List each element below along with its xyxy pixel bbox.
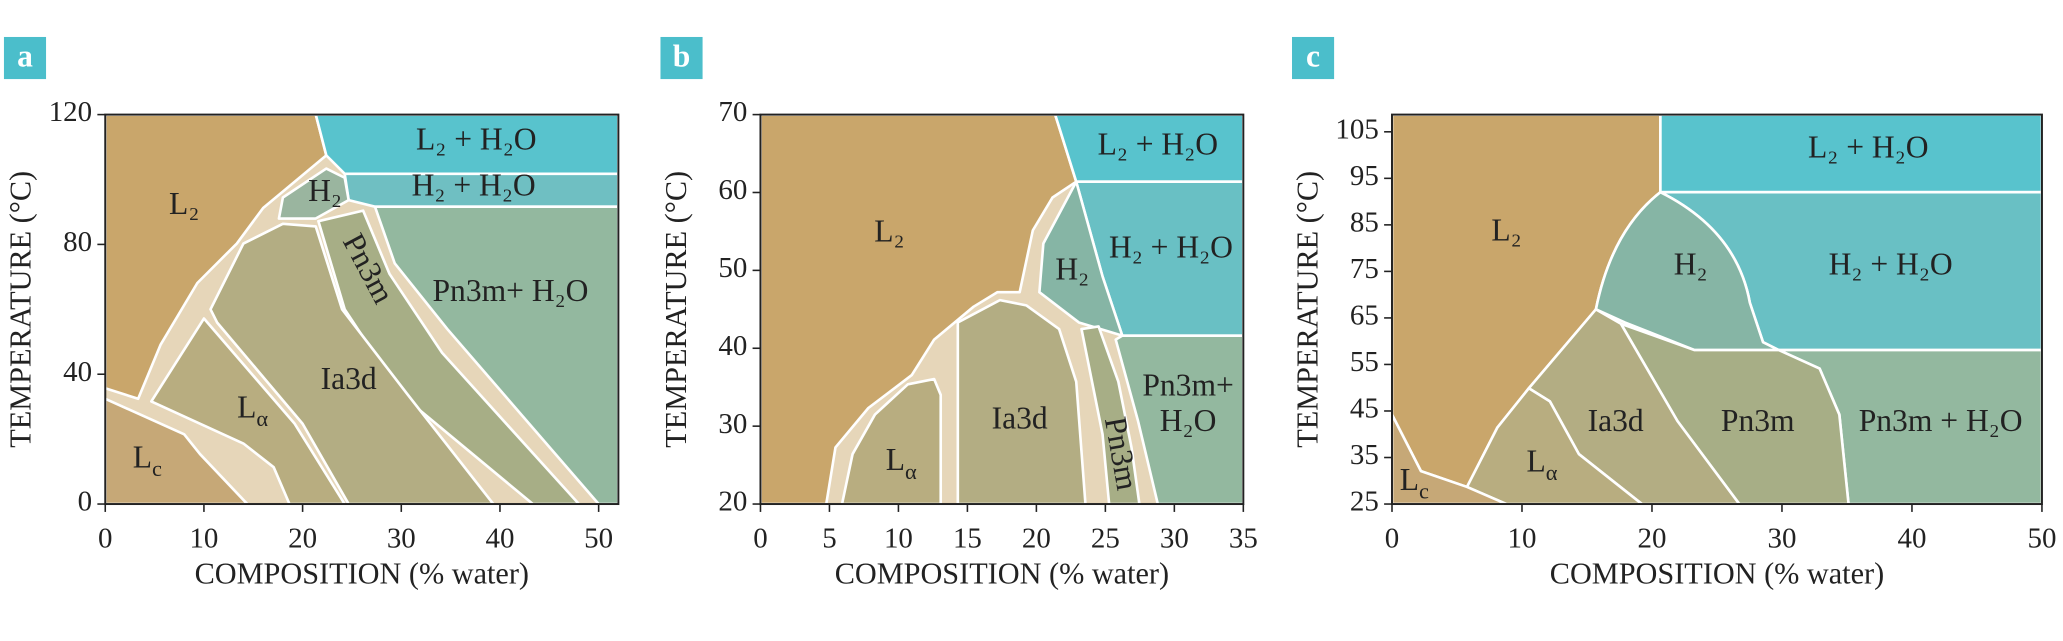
y-tick-label: 45 xyxy=(1350,393,1379,425)
y-axis-label: TEMPERATURE (°C) xyxy=(4,171,38,448)
y-tick-label: 35 xyxy=(1350,439,1379,471)
region-label-sub: α xyxy=(256,406,268,431)
x-tick-label: 25 xyxy=(1091,523,1120,555)
region-label-sub: α xyxy=(905,459,917,484)
x-tick-label: 15 xyxy=(953,523,982,555)
panel-c-regions xyxy=(1390,113,2044,506)
y-tick-label: 40 xyxy=(63,356,92,388)
panel-tag: b xyxy=(673,39,691,74)
x-tick-label: 30 xyxy=(1160,523,1189,555)
region-label: Lc xyxy=(1400,462,1429,503)
region-label-sub: c xyxy=(152,456,162,481)
region-label: H₂ xyxy=(308,173,342,208)
region-label: L₂ + H₂O xyxy=(1098,127,1218,162)
y-tick-label: 0 xyxy=(78,486,92,518)
region-label-main: L xyxy=(1400,462,1419,497)
region-ia3d xyxy=(956,298,1087,506)
region-label: H₂ xyxy=(1055,252,1089,287)
y-tick-label: 75 xyxy=(1350,253,1379,285)
region-label-sub: α xyxy=(1546,460,1558,485)
region-l2 xyxy=(759,113,1078,506)
x-tick-label: 35 xyxy=(1229,523,1258,555)
region-label: H₂ + H₂O xyxy=(1829,246,1953,281)
x-tick-label: 30 xyxy=(1768,523,1797,555)
y-tick-label: 55 xyxy=(1350,346,1379,378)
panel-a-regions xyxy=(103,113,620,506)
region-label: L₂ xyxy=(1491,212,1521,247)
x-axis-label: COMPOSITION (% water) xyxy=(835,556,1169,590)
x-tick-label: 0 xyxy=(753,523,767,555)
region-label: L₂ + H₂O xyxy=(416,121,536,156)
y-tick-label: 105 xyxy=(1335,113,1378,145)
x-tick-label: 5 xyxy=(822,523,836,555)
x-tick-label: 20 xyxy=(1022,523,1051,555)
region-la xyxy=(840,377,943,506)
region-label: H₂ + H₂O xyxy=(412,168,536,203)
x-tick-label: 10 xyxy=(189,523,218,555)
panel-tag: a xyxy=(17,39,33,74)
x-tick-label: 30 xyxy=(387,523,416,555)
y-tick-label: 20 xyxy=(718,486,747,518)
region-label: H₂ xyxy=(1674,246,1708,281)
region-label: L₂ xyxy=(169,186,199,221)
region-label: Ia3d xyxy=(1588,403,1644,438)
y-tick-label: 50 xyxy=(718,252,747,284)
y-tick-label: 120 xyxy=(49,96,92,128)
region-label: Lα xyxy=(886,443,917,484)
region-label: Pn3m + H₂O xyxy=(1859,403,2023,438)
x-tick-label: 40 xyxy=(1897,523,1926,555)
panel-b-regions xyxy=(759,113,1245,506)
y-tick-label: 25 xyxy=(1350,486,1379,518)
x-tick-label: 0 xyxy=(98,523,112,555)
region-h2 xyxy=(277,167,350,220)
y-tick-label: 30 xyxy=(718,408,747,440)
x-tick-label: 20 xyxy=(288,523,317,555)
region-label: Lα xyxy=(1526,444,1557,485)
region-label: Lα xyxy=(237,390,268,431)
y-tick-label: 60 xyxy=(718,174,747,206)
x-tick-label: 50 xyxy=(2027,523,2056,555)
region-label: Pn3m xyxy=(1721,403,1795,438)
plot-frame xyxy=(759,113,1245,506)
panel-tag: c xyxy=(1306,39,1320,74)
region-label: H₂O xyxy=(1160,403,1217,438)
y-tick-label: 95 xyxy=(1350,160,1379,192)
region-label-main: L xyxy=(1526,444,1545,479)
panel-tag-box xyxy=(3,36,47,80)
plot-frame xyxy=(104,113,620,506)
x-tick-label: 10 xyxy=(884,523,913,555)
region-label-sub: c xyxy=(1419,479,1429,504)
y-tick-label: 40 xyxy=(718,330,747,362)
region-label-main: L xyxy=(886,443,905,478)
y-tick-label: 80 xyxy=(63,226,92,258)
region-label: Pn3m+ H₂O xyxy=(433,273,589,308)
x-axis-label: COMPOSITION (% water) xyxy=(195,556,529,590)
panel-tag-box xyxy=(1292,36,1335,80)
region-label: Ia3d xyxy=(321,361,377,396)
y-tick-label: 70 xyxy=(718,96,747,128)
plot-frame xyxy=(1391,113,2043,506)
x-axis-label: COMPOSITION (% water) xyxy=(1550,556,1884,590)
y-tick-label: 85 xyxy=(1350,207,1379,239)
region-label: Pn3m+ xyxy=(1142,368,1233,403)
region-label: H₂ + H₂O xyxy=(1109,229,1233,264)
panel-tag-box xyxy=(660,36,703,80)
region-label: L₂ xyxy=(874,214,904,249)
region-label-main: L xyxy=(133,440,152,475)
x-tick-label: 0 xyxy=(1385,523,1399,555)
region-label-main: L xyxy=(237,390,256,425)
x-tick-label: 40 xyxy=(485,523,514,555)
y-axis-label: TEMPERATURE (°C) xyxy=(659,171,693,448)
y-tick-label: 65 xyxy=(1350,300,1379,332)
region-label: L₂ + H₂O xyxy=(1808,129,1928,164)
x-tick-label: 10 xyxy=(1508,523,1537,555)
x-tick-label: 20 xyxy=(1638,523,1667,555)
region-ia3d xyxy=(209,222,495,506)
region-h2 xyxy=(1038,180,1124,337)
region-label: Lc xyxy=(133,440,162,481)
region-label: Ia3d xyxy=(992,400,1048,435)
y-axis-label: TEMPERATURE (°C) xyxy=(1290,171,1324,448)
x-tick-label: 50 xyxy=(584,523,613,555)
